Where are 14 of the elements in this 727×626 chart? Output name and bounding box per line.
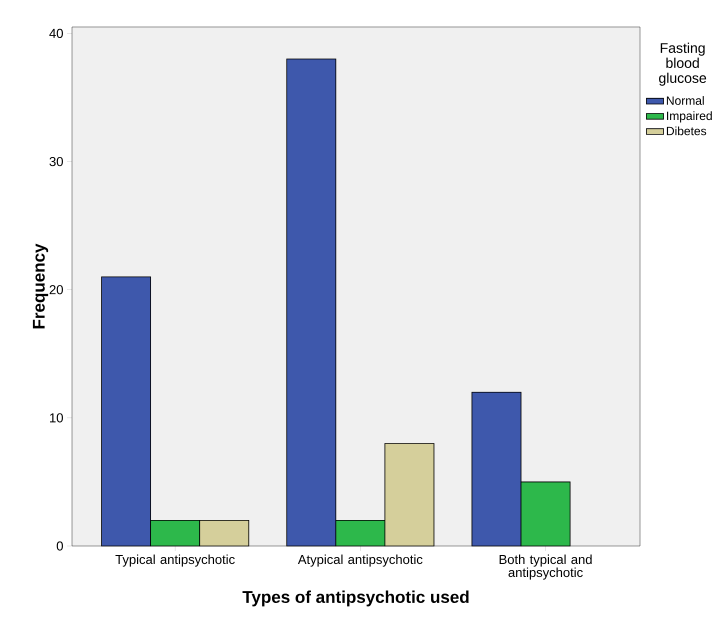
- x-tick-label: Typical antipsychotic: [115, 554, 235, 567]
- x-tick-label: Both typical and antipsychotic: [500, 554, 592, 580]
- legend-label: Normal: [666, 96, 704, 105]
- y-axis-title: Frequency: [32, 244, 48, 328]
- legend-label: Impaired: [667, 111, 712, 122]
- y-tick-label: 10: [50, 413, 63, 422]
- x-tick-label: Atypical antipsychotic: [298, 554, 422, 567]
- x-axis-title: Types of antipsychotic used: [242, 590, 469, 606]
- y-tick-label: 0: [56, 541, 63, 551]
- legend-title: Fasting blood glucose: [659, 42, 706, 86]
- y-tick-label: 30: [50, 156, 63, 166]
- legend-label: Dibetes: [666, 126, 706, 136]
- y-tick-label: 20: [50, 285, 63, 294]
- y-tick-label: 40: [49, 28, 63, 38]
